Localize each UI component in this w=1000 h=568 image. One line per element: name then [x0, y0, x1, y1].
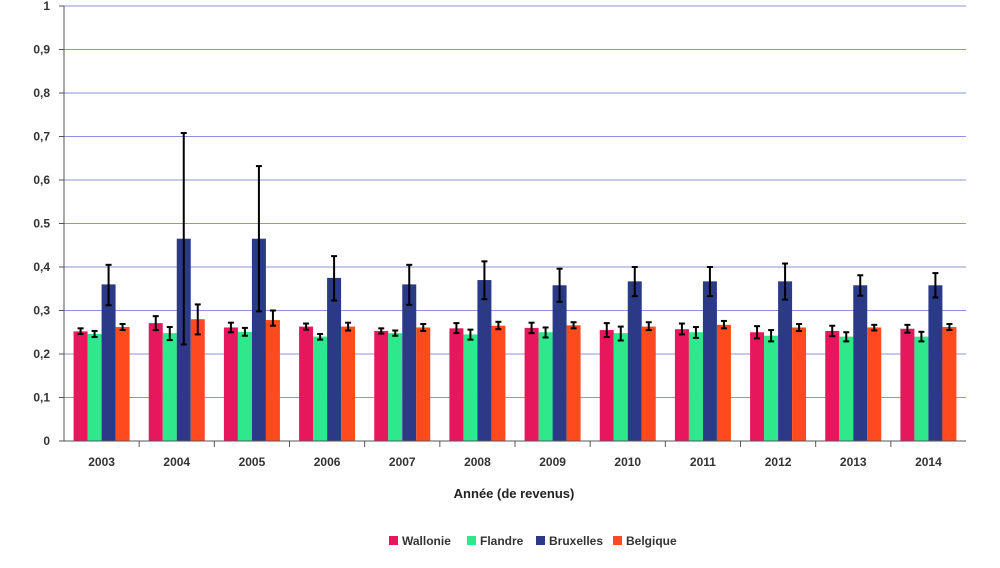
bar-belgique-2003	[115, 327, 130, 441]
bar-bruxelles-2012	[778, 281, 793, 441]
bar-bruxelles-2013	[853, 285, 868, 441]
bar-belgique-2006	[341, 326, 356, 441]
bar-bruxelles-2011	[702, 281, 717, 441]
x-tick-label: 2013	[840, 455, 867, 469]
bar-wallonie-2012	[750, 332, 765, 441]
x-tick-label: 2009	[539, 455, 566, 469]
bar-belgique-2004	[190, 319, 205, 441]
bar-wallonie-2009	[524, 327, 539, 441]
bar-flandre-2006	[313, 336, 328, 441]
bar-wallonie-2006	[299, 326, 314, 441]
bar-wallonie-2003	[73, 331, 88, 441]
y-tick-label: 1	[43, 0, 50, 13]
bar-wallonie-2008	[449, 328, 464, 441]
bar-flandre-2009	[538, 332, 553, 441]
bar-belgique-2007	[416, 327, 431, 441]
axes	[63, 6, 966, 447]
bar-flandre-2007	[388, 333, 403, 441]
bar-bruxelles-2009	[552, 285, 567, 441]
bar-flandre-2011	[688, 332, 703, 441]
x-tick-label: 2005	[239, 455, 266, 469]
bar-flandre-2008	[463, 334, 478, 441]
y-tick-label: 0.5	[33, 217, 50, 231]
bar-flandre-2004	[162, 333, 177, 441]
bar-bruxelles-2003	[101, 284, 116, 441]
y-tick-label: 0,4	[33, 260, 50, 274]
x-tick-label: 2004	[163, 455, 190, 469]
bar-bruxelles-2014	[928, 285, 943, 441]
bar-belgique-2008	[491, 325, 506, 441]
x-tick-labels: 2003 2004 2005 2006 2007 2008 2009 2010 2011 2012…	[88, 455, 942, 469]
bar-belgique-2013	[867, 327, 882, 441]
bar-flandre-2005	[237, 331, 252, 441]
bar-flandre-2003	[87, 333, 102, 441]
legend-label-bruxelles: Bruxelles	[549, 534, 603, 548]
x-tick-label: 2014	[915, 455, 942, 469]
y-tick-label: 0,8	[33, 86, 50, 100]
bar-wallonie-2010	[599, 330, 614, 441]
y-tick-label: 0,6	[33, 173, 50, 187]
bars	[73, 238, 957, 441]
y-tick-label: 0	[43, 434, 50, 448]
x-tick-label: 2012	[765, 455, 792, 469]
bar-wallonie-2005	[223, 327, 238, 441]
legend-label-wallonie: Wallonie	[402, 534, 451, 548]
y-tick-label: 0,2	[33, 347, 50, 361]
y-tick-labels: 0 0,1 0,2 0,3 0,4 0.5 0,6 0,7 0,8 0,9 1	[33, 0, 50, 448]
bar-flandre-2013	[839, 336, 854, 441]
bar-flandre-2010	[613, 333, 628, 441]
x-tick-label: 2010	[614, 455, 641, 469]
bar-bruxelles-2008	[477, 280, 492, 441]
error-bars	[77, 132, 953, 346]
x-tick-label: 2011	[690, 455, 716, 469]
bar-flandre-2012	[764, 335, 779, 441]
bar-belgique-2005	[265, 320, 280, 441]
gridlines	[59, 5, 966, 442]
bar-wallonie-2007	[374, 330, 389, 441]
bar-wallonie-2004	[148, 323, 163, 441]
legend-swatch-wallonie	[389, 536, 398, 545]
bar-bruxelles-2007	[402, 284, 417, 441]
x-axis-title: Année (de revenus)	[454, 486, 575, 501]
y-tick-label: 0,1	[33, 391, 50, 405]
bar-wallonie-2011	[674, 329, 689, 441]
bar-belgique-2010	[641, 326, 656, 441]
legend-swatch-flandre	[467, 536, 476, 545]
bar-wallonie-2013	[825, 330, 840, 441]
bar-belgique-2009	[566, 325, 581, 441]
x-tick-label: 2008	[464, 455, 491, 469]
bar-wallonie-2014	[900, 328, 915, 441]
y-tick-label: 0,3	[33, 304, 50, 318]
y-tick-label: 0,9	[33, 43, 50, 57]
x-tick-label: 2007	[389, 455, 416, 469]
bar-bruxelles-2010	[627, 281, 642, 441]
legend: Wallonie Flandre Bruxelles Belgique	[389, 534, 677, 548]
legend-swatch-belgique	[613, 536, 622, 545]
bar-bruxelles-2006	[327, 277, 342, 441]
x-tick-label: 2006	[314, 455, 341, 469]
bar-bruxelles-2005	[251, 238, 266, 441]
bar-belgique-2014	[942, 327, 957, 441]
legend-label-flandre: Flandre	[480, 534, 524, 548]
y-tick-label: 0,7	[33, 130, 50, 144]
bar-belgique-2011	[716, 324, 731, 441]
legend-swatch-bruxelles	[536, 536, 545, 545]
bar-flandre-2014	[914, 336, 929, 441]
legend-label-belgique: Belgique	[626, 534, 677, 548]
bar-belgique-2012	[792, 327, 807, 441]
x-tick-label: 2003	[88, 455, 115, 469]
